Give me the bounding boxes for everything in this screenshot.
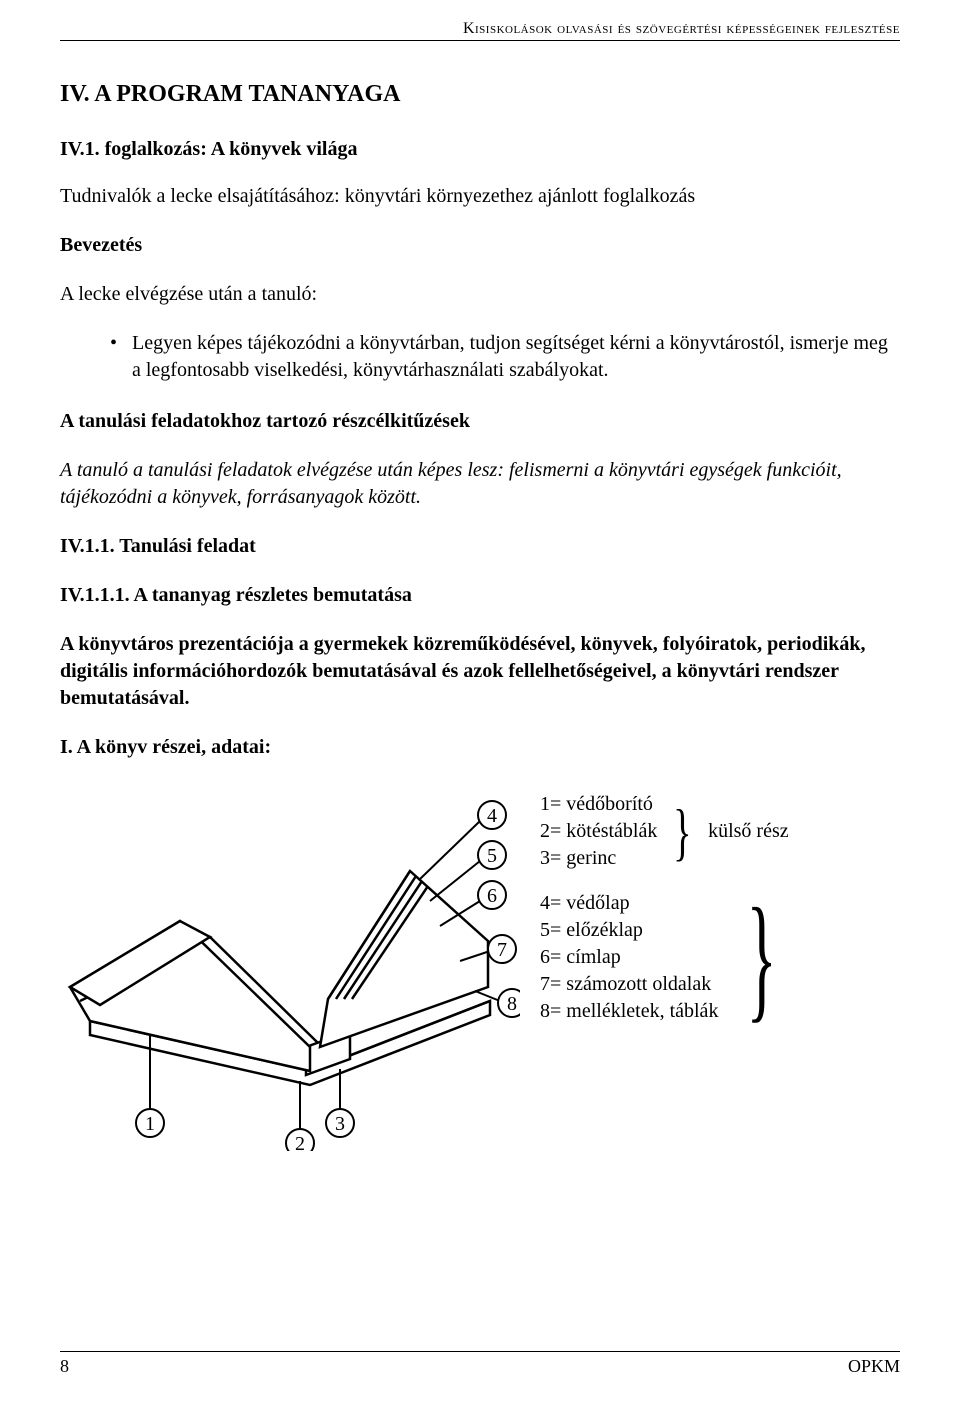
diagram-label-2: 2	[295, 1133, 305, 1151]
book-diagram-svg: 1 2 3 4 5 6 7 8	[60, 791, 520, 1151]
diagram-label-3: 3	[335, 1113, 345, 1135]
heading-level-2: IV.1. foglalkozás: A könyvek világa	[60, 138, 900, 161]
page-number: 8	[60, 1356, 69, 1377]
legend-item: 7= számozott oldalak	[540, 971, 718, 998]
legend-item: 3= gerinc	[540, 845, 657, 872]
diagram-label-6: 6	[487, 885, 497, 907]
legend-item: 4= védőlap	[540, 890, 718, 917]
footer-mark: OPKM	[848, 1356, 900, 1377]
list-item: • Legyen képes tájékozódni a könyvtárban…	[110, 330, 900, 384]
bullet-list: • Legyen képes tájékozódni a könyvtárban…	[110, 330, 900, 384]
intro-paragraph-3: A lecke elvégzése után a tanuló:	[60, 281, 900, 308]
bullet-text: Legyen képes tájékozódni a könyvtárban, …	[132, 330, 900, 384]
legend-outer-group: 1= védőborító 2= kötéstáblák 3= gerinc }…	[540, 791, 796, 872]
diagram-label-8: 8	[507, 993, 517, 1015]
parts-heading: I. A könyv részei, adatai:	[60, 734, 900, 761]
legend-item: 6= címlap	[540, 944, 718, 971]
intro-paragraph-1: Tudnivalók a lecke elsajátításához: köny…	[60, 183, 900, 210]
subgoal-paragraph: A tanuló a tanulási feladatok elvégzése …	[60, 457, 900, 511]
intro-subheading: Bevezetés	[60, 232, 900, 259]
brace-icon: }	[674, 806, 692, 857]
legend-item: 1= védőborító	[540, 791, 657, 818]
brace-icon: }	[747, 902, 777, 1014]
detail-paragraph: A könyvtáros prezentációja a gyermekek k…	[60, 631, 900, 712]
running-header: Kisiskolások olvasási és szövegértési ké…	[60, 20, 900, 41]
legend-item: 8= mellékletek, táblák	[540, 998, 718, 1025]
diagram-label-7: 7	[497, 939, 507, 961]
subgoal-heading: A tanulási feladatokhoz tartozó részcélk…	[60, 408, 900, 435]
heading-level-1: IV. A PROGRAM TANANYAGA	[60, 81, 900, 108]
legend-outer-label: külső rész	[708, 818, 789, 845]
page-footer: 8 OPKM	[60, 1351, 900, 1377]
diagram-label-1: 1	[145, 1113, 155, 1135]
diagram-label-5: 5	[487, 845, 497, 867]
legend-item: 2= kötéstáblák	[540, 818, 657, 845]
legend-item: 5= előzéklap	[540, 917, 718, 944]
diagram-label-4: 4	[487, 805, 497, 827]
legend-inner-group: 4= védőlap 5= előzéklap 6= címlap 7= szá…	[540, 890, 796, 1025]
book-parts-figure: 1 2 3 4 5 6 7 8 1= védőborító 2= kötéstá…	[60, 791, 900, 1151]
detail-heading: IV.1.1.1. A tananyag részletes bemutatás…	[60, 582, 900, 609]
task-heading: IV.1.1. Tanulási feladat	[60, 533, 900, 560]
bullet-icon: •	[110, 330, 132, 384]
figure-legend: 1= védőborító 2= kötéstáblák 3= gerinc }…	[540, 791, 796, 1043]
